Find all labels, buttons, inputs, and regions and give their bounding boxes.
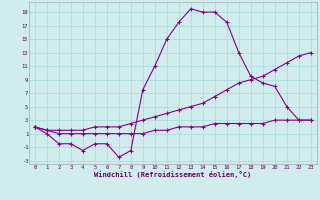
X-axis label: Windchill (Refroidissement éolien,°C): Windchill (Refroidissement éolien,°C) (94, 171, 252, 178)
